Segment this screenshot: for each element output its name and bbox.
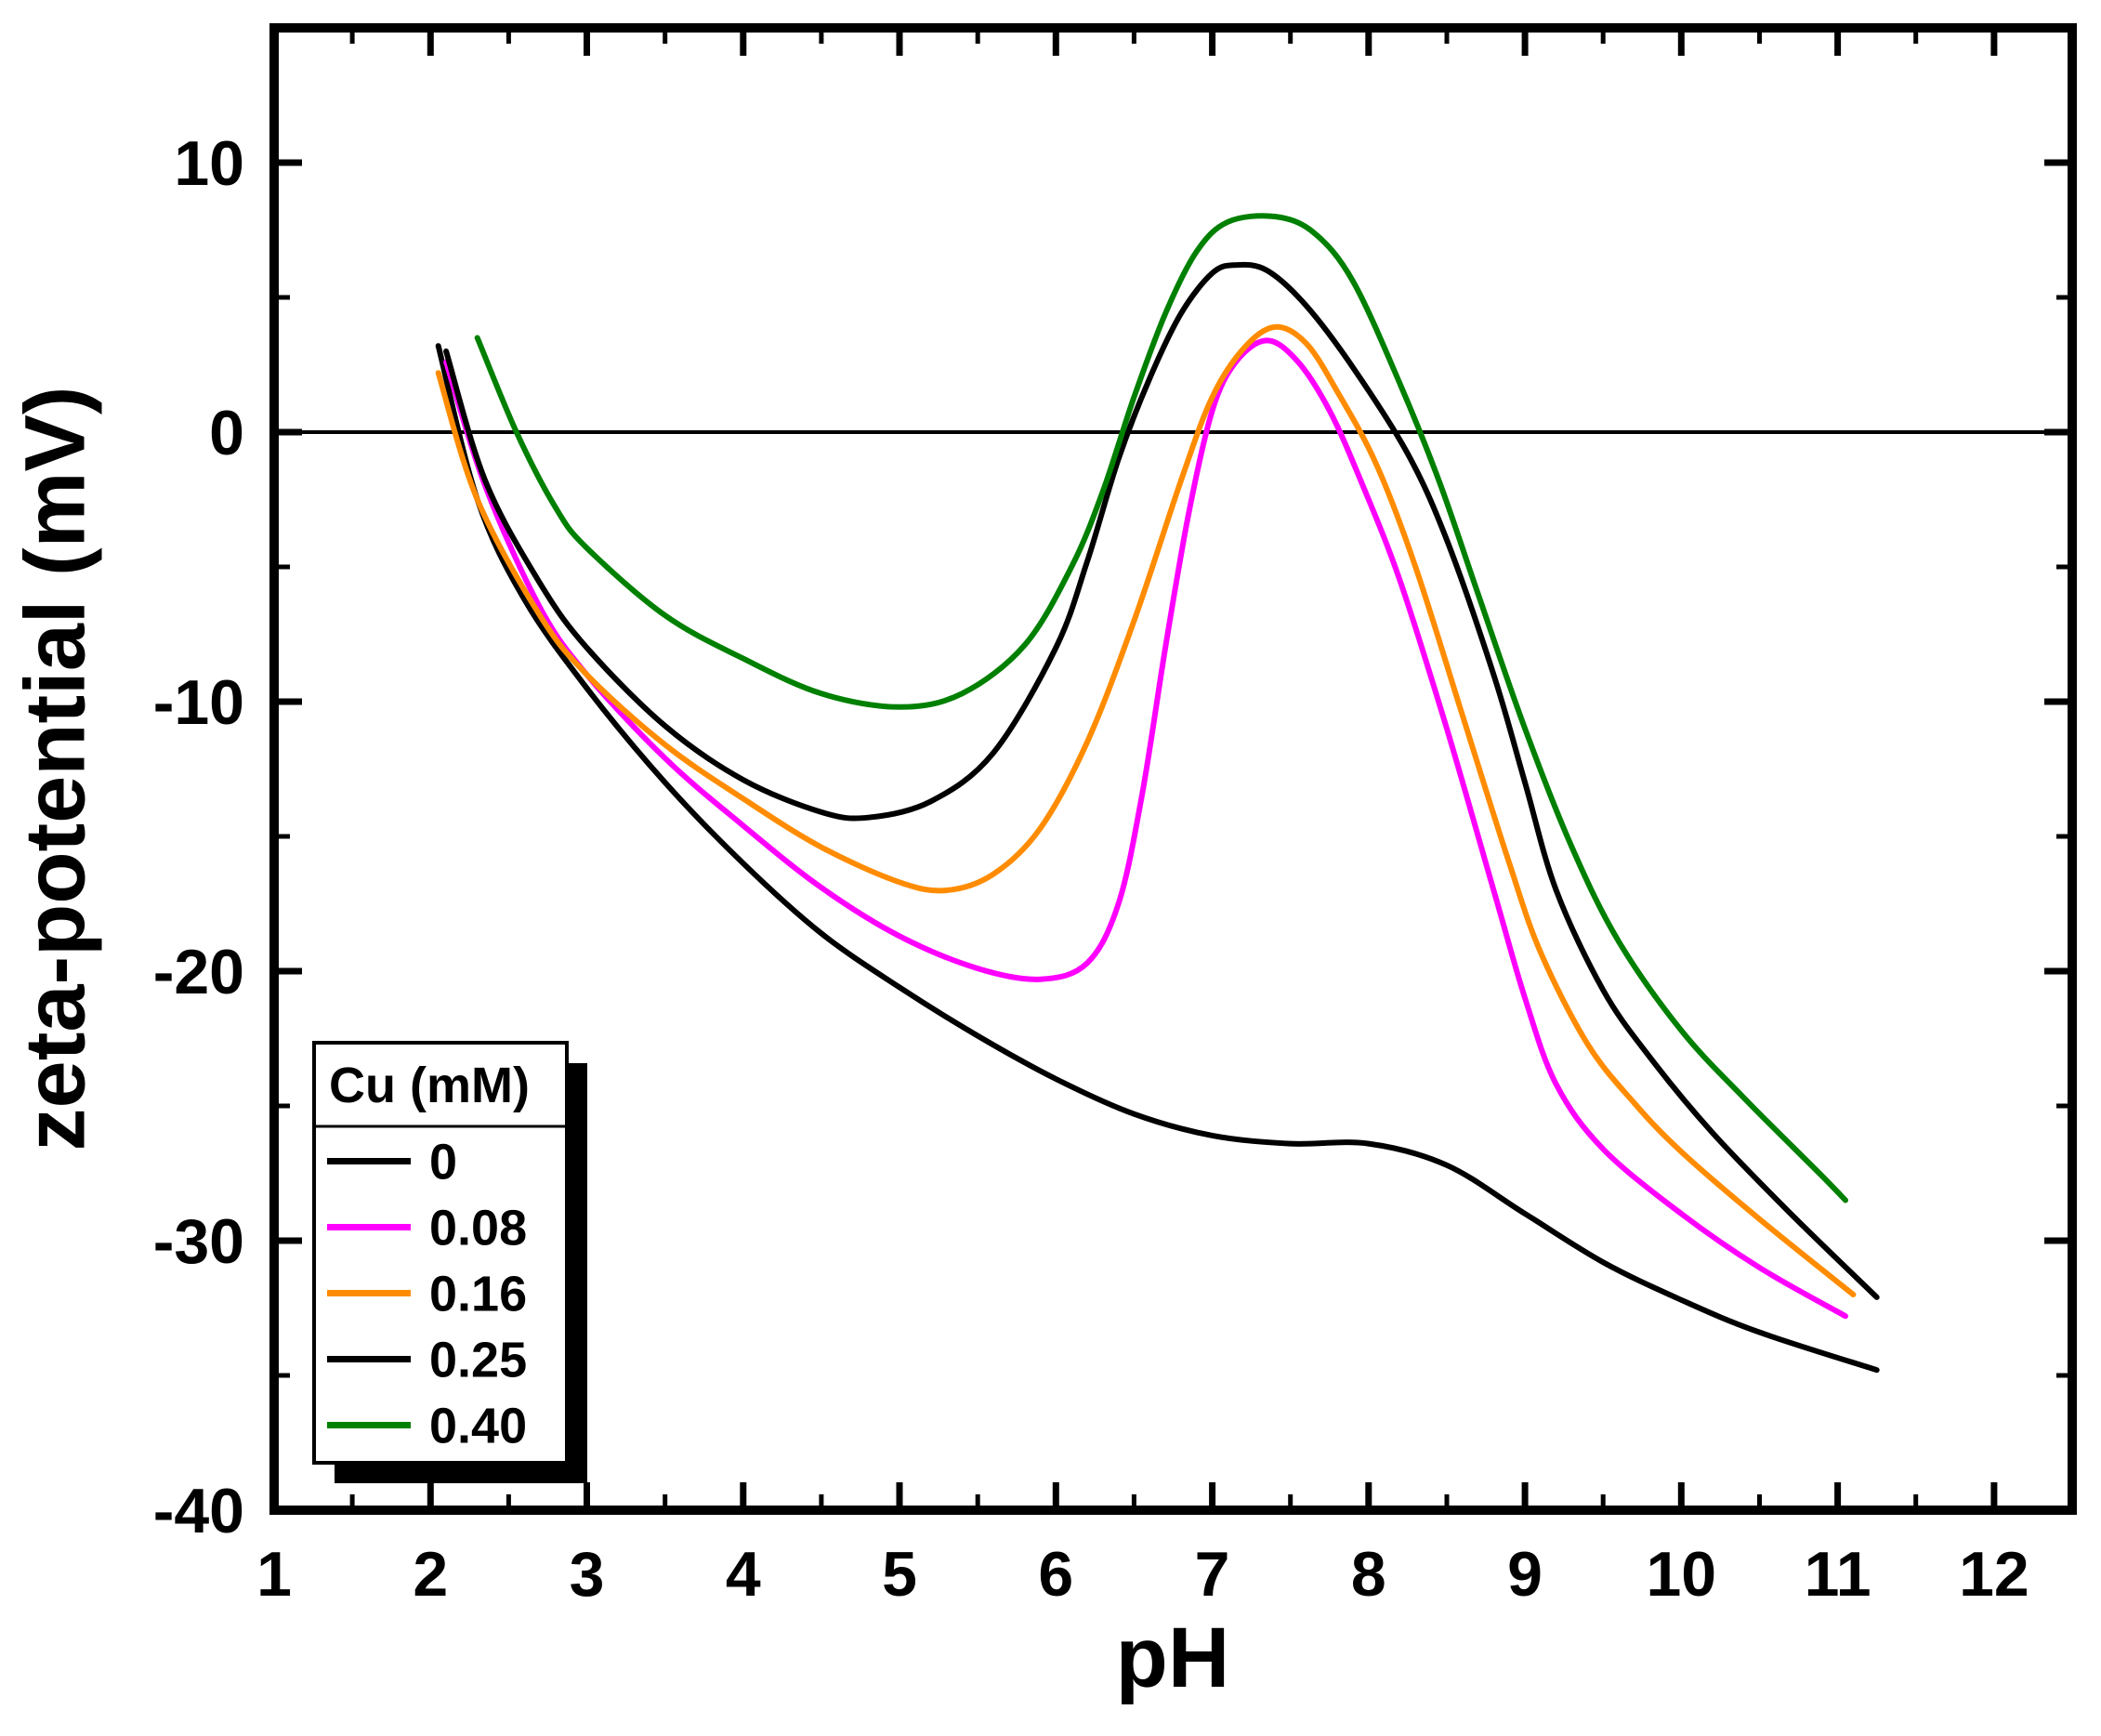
series-line-0.25 xyxy=(443,261,1880,1300)
x-axis-title: pH xyxy=(1115,1611,1230,1705)
legend-entry-label: 0.08 xyxy=(429,1201,527,1256)
y-tick-label: 10 xyxy=(174,128,244,199)
x-tick-label: 8 xyxy=(1351,1539,1386,1610)
legend-entry: 0 xyxy=(327,1135,457,1190)
y-tick-label: -10 xyxy=(153,667,244,738)
x-tick-label: 11 xyxy=(1805,1539,1871,1610)
legend-entry: 0.08 xyxy=(327,1201,527,1256)
x-tick-label: 10 xyxy=(1646,1539,1716,1610)
legend: Cu (mM) 0 0.08 0.16 0.25 0.40 xyxy=(312,1041,587,1483)
series-line-0.16 xyxy=(435,323,1857,1297)
y-tick-label: -20 xyxy=(153,937,244,1007)
legend-title: Cu (mM) xyxy=(329,1058,530,1113)
legend-entry-label: 0.40 xyxy=(429,1399,527,1454)
legend-entry-label: 0 xyxy=(429,1135,457,1190)
y-tick-label: -40 xyxy=(153,1476,244,1546)
y-axis-title: zeta-potential (mV) xyxy=(7,386,103,1151)
x-tick-label: 6 xyxy=(1038,1539,1073,1610)
series-line-0 xyxy=(435,343,1880,1374)
legend-entry: 0.25 xyxy=(327,1333,527,1388)
x-tick-label: 4 xyxy=(726,1539,761,1610)
legend-entry-label: 0.16 xyxy=(429,1267,527,1322)
legend-entry-label: 0.25 xyxy=(429,1333,527,1388)
x-tick-label: 5 xyxy=(882,1539,917,1610)
legend-box xyxy=(312,1041,569,1465)
x-tick-label: 2 xyxy=(413,1539,448,1610)
x-tick-label: 7 xyxy=(1195,1539,1230,1610)
x-tick-label: 12 xyxy=(1959,1539,2029,1610)
x-tick-label: 1 xyxy=(256,1539,292,1610)
plot-frame xyxy=(269,23,2077,1515)
y-tick-label: 0 xyxy=(209,398,244,468)
x-tick-label: 3 xyxy=(570,1539,605,1610)
y-tick-label: -30 xyxy=(153,1206,244,1277)
series-line-0.40 xyxy=(474,213,1848,1203)
legend-entry: 0.40 xyxy=(327,1399,527,1454)
series-line-0.08 xyxy=(443,337,1848,1320)
x-tick-label: 9 xyxy=(1507,1539,1543,1610)
legend-entry: 0.16 xyxy=(327,1267,527,1322)
